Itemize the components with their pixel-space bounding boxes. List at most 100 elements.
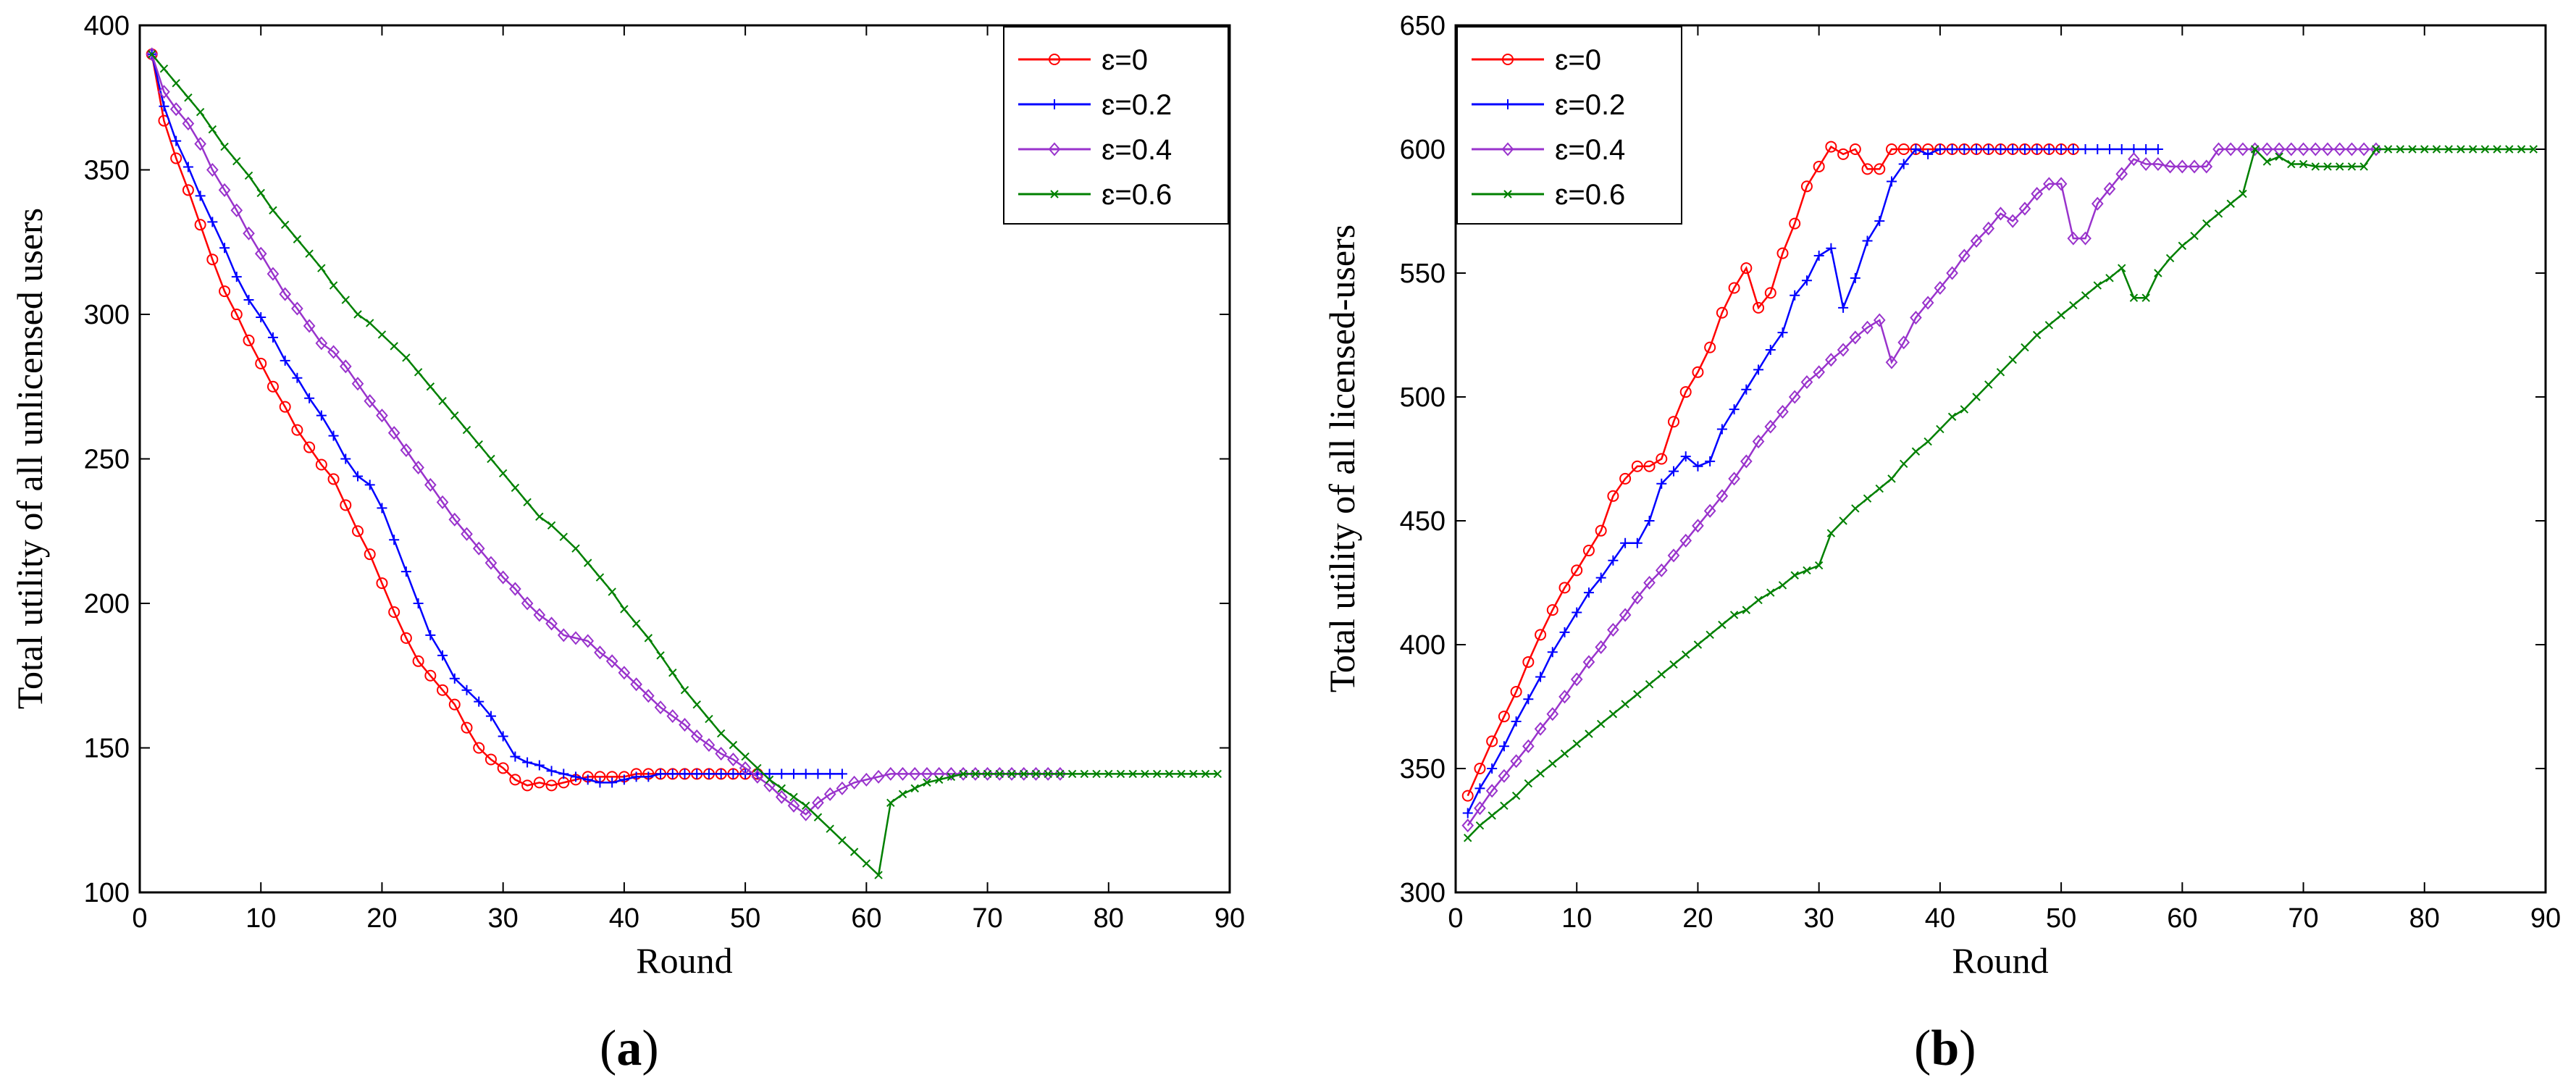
panel-b-data-point bbox=[1534, 721, 1547, 736]
panel-b-data-point bbox=[1910, 311, 1922, 325]
panel-a-data-point bbox=[534, 760, 545, 771]
panel-a-data-point bbox=[232, 156, 241, 166]
panel-a-data-point bbox=[231, 272, 242, 282]
panel-b-data-point bbox=[1934, 281, 1947, 296]
panel-b-data-point bbox=[1644, 516, 1655, 526]
panel-b-data-point bbox=[2346, 142, 2358, 156]
panel-b-data-point bbox=[1560, 749, 1569, 758]
panel-b-data-point bbox=[2056, 144, 2067, 154]
panel-a-data-point bbox=[753, 763, 762, 773]
panel-b-data-point bbox=[1982, 221, 1995, 235]
panel-a-data-point bbox=[1104, 769, 1113, 779]
panel-a-data-point bbox=[279, 287, 291, 301]
panel-b-data-point bbox=[2081, 291, 2090, 300]
panel-a-data-point bbox=[316, 410, 327, 421]
panel-b-data-point bbox=[2018, 201, 2031, 216]
panel-a-data-point bbox=[340, 499, 352, 511]
panel-a-data-point bbox=[666, 709, 679, 724]
panel-b-data-point bbox=[1886, 143, 1897, 155]
panel-b-data-point bbox=[1753, 364, 1764, 375]
panel-b-data-point bbox=[1947, 144, 1958, 154]
panel-a-data-point bbox=[1213, 769, 1222, 779]
panel-b-data-point bbox=[1959, 144, 1970, 154]
panel-b-data-point bbox=[1656, 478, 1667, 489]
panel-b-data-point bbox=[1778, 581, 1787, 590]
panel-b-data-point bbox=[1874, 216, 1885, 227]
panel-a-data-point bbox=[644, 634, 653, 642]
panel-a-data-point bbox=[267, 332, 278, 343]
legend-entry-label: ɛ=0.6 bbox=[1555, 179, 1625, 211]
panel-b-series-line bbox=[1467, 148, 2376, 826]
panel-b-data-point bbox=[1596, 719, 1606, 729]
panel-b-data-point bbox=[2239, 189, 2247, 198]
panel-b-series-1 bbox=[1462, 144, 2163, 819]
panel-a-series-group bbox=[146, 47, 1222, 879]
panel-b-data-point bbox=[2202, 219, 2211, 228]
panel-b-data-point bbox=[2311, 162, 2320, 171]
panel-a-data-point bbox=[509, 774, 521, 786]
panel-a-data-point bbox=[327, 345, 340, 359]
legend-entry-label: ɛ=0.4 bbox=[1102, 134, 1172, 166]
panel-b-data-point bbox=[1595, 524, 1607, 537]
panel-a-data-point bbox=[159, 101, 169, 112]
panel-a-data-point bbox=[353, 310, 362, 319]
panel-a-data-point bbox=[255, 357, 267, 369]
panel-a-data-point bbox=[1116, 769, 1125, 779]
panel-b-data-point bbox=[1535, 629, 1547, 641]
panel-b-data-point bbox=[2031, 144, 2042, 154]
panel-a-data-point bbox=[569, 631, 582, 645]
panel-a-y-axis-title: Total utility of all unlicensed users bbox=[9, 208, 50, 709]
panel-a-data-point bbox=[327, 473, 340, 485]
panel-b-data-point bbox=[2359, 162, 2368, 171]
panel-b-data-point bbox=[2080, 144, 2091, 154]
panel-b-data-point bbox=[2057, 311, 2065, 319]
panel-b-data-point bbox=[2152, 144, 2163, 154]
panel-a-y-tick-label: 150 bbox=[84, 734, 130, 764]
panel-a-data-point bbox=[472, 541, 485, 556]
panel-b-x-tick-label: 10 bbox=[1561, 903, 1592, 934]
panel-a-series-line bbox=[151, 54, 842, 784]
panel-a-series-3 bbox=[148, 50, 1222, 879]
panel-a-data-point bbox=[184, 93, 193, 102]
panel-a-data-point bbox=[559, 532, 568, 541]
panel-a-data-point bbox=[860, 772, 873, 787]
panel-b-data-point bbox=[1887, 474, 1896, 483]
panel-b-data-point bbox=[1669, 660, 1678, 669]
panel-a-data-point bbox=[390, 342, 398, 351]
panel-a-data-point bbox=[218, 183, 231, 197]
panel-b-data-point bbox=[1572, 740, 1581, 748]
panel-a-data-point bbox=[777, 784, 786, 793]
panel-a-data-point bbox=[557, 628, 570, 642]
panel-b-data-point bbox=[1851, 504, 1860, 513]
panel-a-data-point bbox=[765, 775, 774, 784]
panel-a-x-tick-label: 50 bbox=[730, 903, 760, 934]
panel-b-data-point bbox=[2007, 144, 2018, 154]
panel-b-data-point bbox=[1837, 343, 1850, 357]
panel-a-legend: ɛ=0 ɛ=0.2 ɛ=0.4 ɛ=0.6 bbox=[1003, 26, 1229, 225]
panel-a-data-point bbox=[305, 249, 314, 258]
panel-b-data-point bbox=[2323, 162, 2332, 171]
panel-a-data-point bbox=[196, 107, 205, 117]
panel-b-data-point bbox=[2224, 142, 2237, 156]
panel-a-data-point bbox=[511, 483, 520, 493]
panel-b-data-point bbox=[1765, 345, 1776, 356]
panel-b-x-tick-label: 40 bbox=[1925, 903, 1955, 934]
panel-b-data-point bbox=[1789, 217, 1801, 230]
panel-b-data-point bbox=[2093, 281, 2102, 290]
panel-a-data-point bbox=[352, 525, 364, 537]
panel-b-data-point bbox=[1741, 384, 1752, 395]
panel-a-data-point bbox=[351, 377, 364, 391]
panel-b-data-point bbox=[1900, 459, 1908, 469]
panel-b-data-point bbox=[1934, 144, 1945, 154]
panel-b-data-point bbox=[1910, 144, 1921, 154]
panel-b-data-point bbox=[1947, 412, 1957, 422]
panel-a-data-point bbox=[256, 311, 267, 322]
panel-b-axis-ticks: 0 10 20 30 40 50 60 70 80 90 300 350 400 450 500 550 600… bbox=[1400, 11, 2562, 934]
panel-a-label-letter: a bbox=[616, 1021, 642, 1076]
panel-a-data-point bbox=[1201, 769, 1210, 779]
panel-a-data-point bbox=[329, 281, 338, 290]
panel-b-data-point bbox=[1498, 711, 1510, 723]
panel-a-data-point bbox=[679, 769, 690, 779]
panel-b-data-point bbox=[1535, 671, 1546, 682]
panel-b-data-point bbox=[1583, 587, 1594, 598]
